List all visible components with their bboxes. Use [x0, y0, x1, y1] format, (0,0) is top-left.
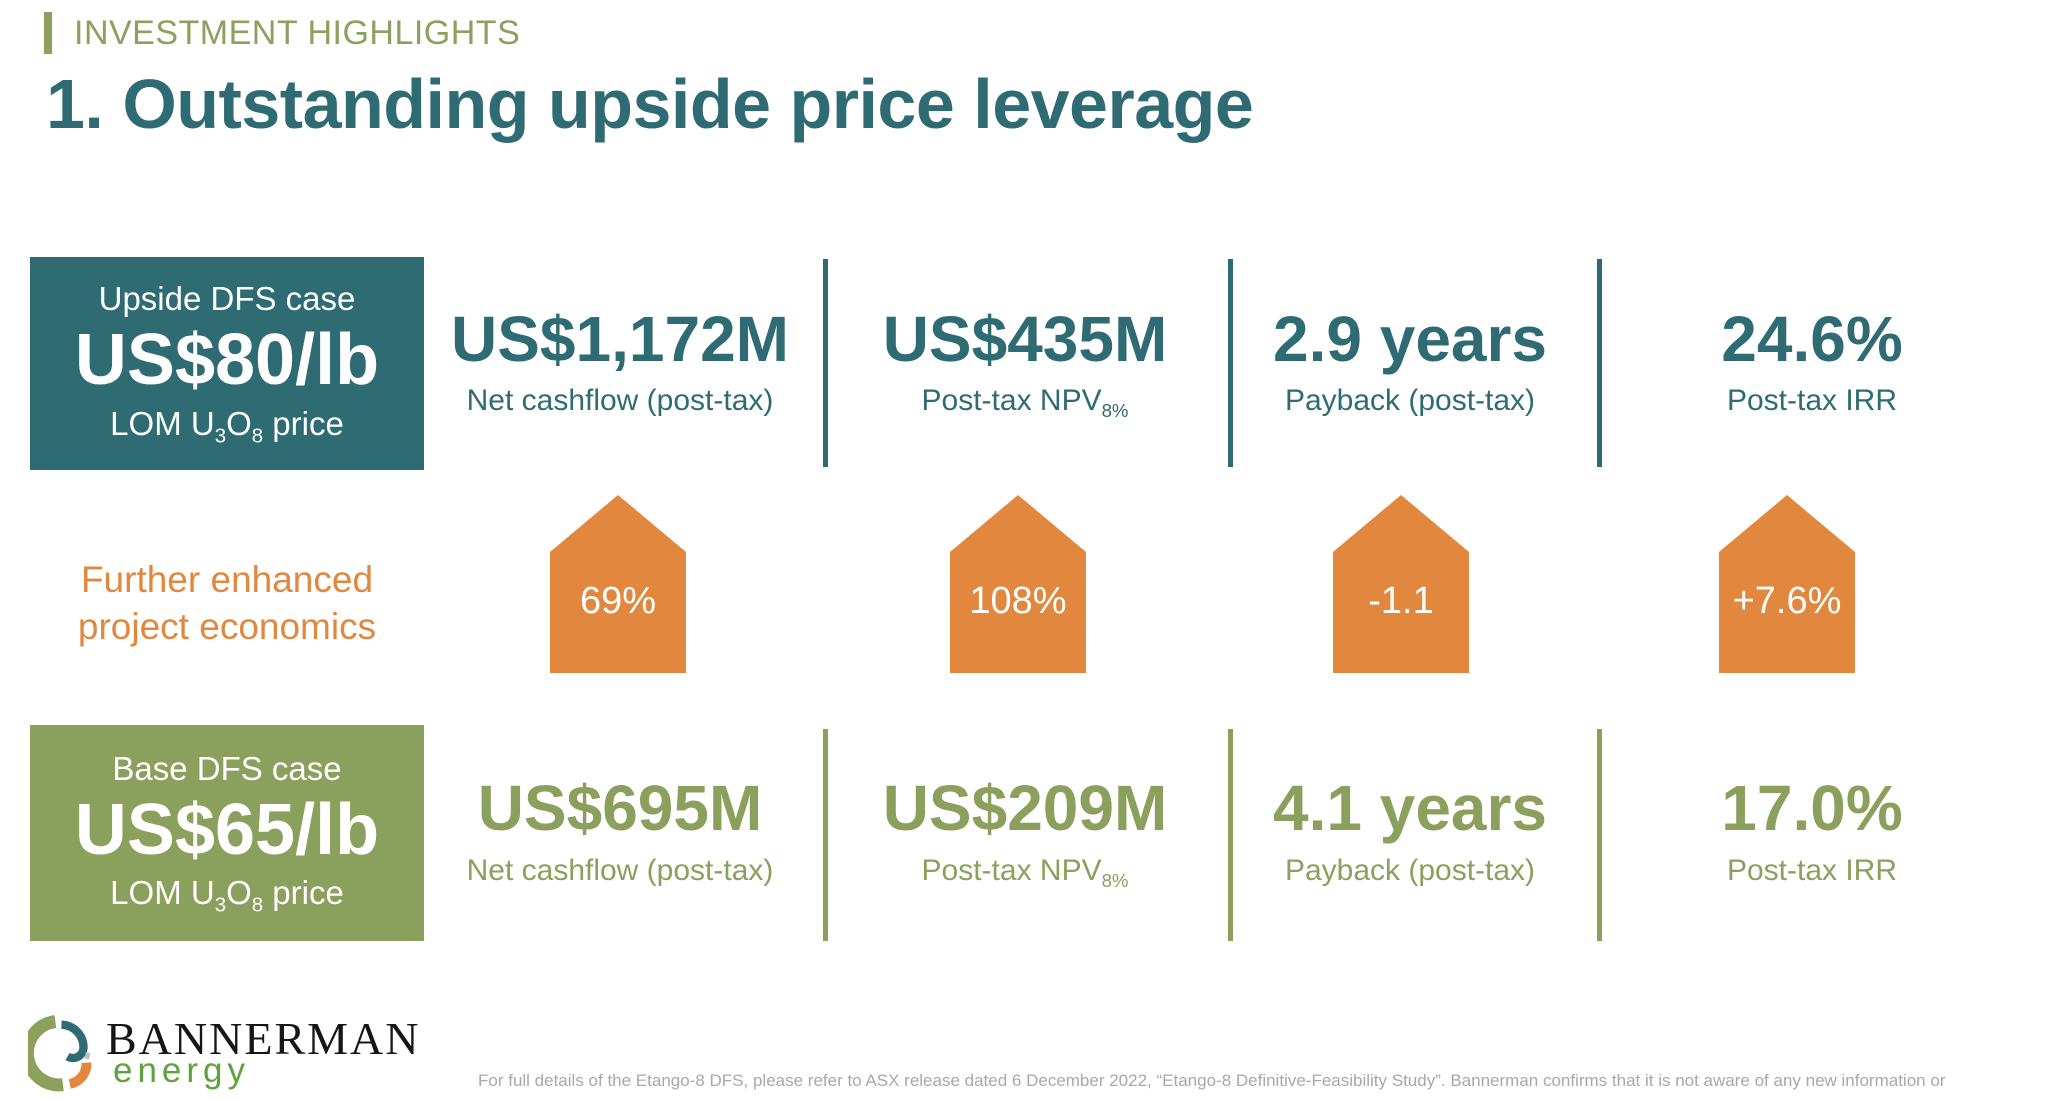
base-metric-net-cashflow: US$695M Net cashflow (post-tax)	[428, 725, 812, 941]
base-case-name: Base DFS case	[112, 749, 342, 787]
up-arrow-icon: 108%	[950, 495, 1086, 673]
upside-case-price: US$80/lb	[74, 320, 380, 401]
upside-metric-npv: US$435M Post-tax NPV8%	[833, 257, 1217, 470]
upside-metric-net-cashflow: US$1,172M Net cashflow (post-tax)	[428, 257, 812, 470]
metric-label: Post-tax IRR	[1726, 384, 1898, 418]
metric-value: 17.0%	[1721, 772, 1903, 845]
upside-case-box: Upside DFS case US$80/lb LOM U3O8 price	[30, 257, 424, 470]
disclaimer-text: For full details of the Etango-8 DFS, pl…	[478, 1026, 2023, 1099]
metric-label: Payback (post-tax)	[1284, 384, 1536, 418]
slide-title: 1. Outstanding upside price leverage	[46, 65, 1254, 143]
metric-value: 2.9 years	[1272, 302, 1548, 375]
brand-sub-name: energy	[113, 1051, 251, 1090]
divider	[1228, 729, 1233, 941]
metric-label: Post-tax NPV8%	[921, 853, 1129, 891]
divider	[1228, 259, 1233, 467]
base-metric-irr: 17.0% Post-tax IRR	[1610, 725, 2014, 941]
upside-case-lom-label: LOM U3O8 price	[110, 404, 344, 448]
base-metric-payback: 4.1 years Payback (post-tax)	[1230, 725, 1590, 941]
base-case-box: Base DFS case US$65/lb LOM U3O8 price	[30, 725, 424, 941]
base-metric-npv: US$209M Post-tax NPV8%	[833, 725, 1217, 941]
metric-value: US$1,172M	[451, 302, 789, 375]
metric-value: US$695M	[477, 772, 763, 845]
metric-label: Net cashflow (post-tax)	[466, 384, 774, 418]
metric-value: 4.1 years	[1272, 772, 1548, 845]
section-kicker: INVESTMENT HIGHLIGHTS	[74, 13, 521, 52]
bannerman-logo-mark	[28, 1015, 92, 1092]
metric-value: US$435M	[882, 302, 1168, 375]
divider	[823, 729, 828, 941]
metric-label: Post-tax IRR	[1726, 853, 1898, 887]
delta-value: 108%	[969, 579, 1067, 622]
divider	[1597, 259, 1602, 467]
disclaimer-line: For full details of the Etango-8 DFS, pl…	[478, 1071, 1946, 1090]
up-arrow-icon: -1.1	[1333, 495, 1469, 673]
section-header: INVESTMENT HIGHLIGHTS	[44, 12, 520, 54]
brand-name: BANNERMAN	[106, 1013, 421, 1064]
upside-case-name: Upside DFS case	[98, 280, 356, 318]
kicker-accent-bar	[44, 12, 52, 54]
metric-value: US$209M	[882, 772, 1168, 845]
base-case-lom-label: LOM U3O8 price	[110, 874, 344, 917]
base-case-price: US$65/lb	[74, 789, 380, 870]
upside-metric-payback: 2.9 years Payback (post-tax)	[1230, 257, 1590, 470]
upside-metrics-row: US$1,172M Net cashflow (post-tax) US$435…	[0, 257, 2048, 470]
metric-label: Payback (post-tax)	[1284, 853, 1536, 887]
delta-row-label: Further enhanced project economics	[77, 559, 377, 648]
divider	[823, 259, 828, 467]
metric-label: Net cashflow (post-tax)	[466, 853, 774, 887]
delta-value: -1.1	[1368, 579, 1434, 622]
base-metrics-row: US$695M Net cashflow (post-tax) US$209M …	[0, 725, 2048, 941]
up-arrow-icon: +7.6%	[1719, 495, 1855, 673]
up-arrow-icon: 69%	[550, 495, 686, 673]
delta-value: 69%	[579, 579, 657, 622]
metric-label: Post-tax NPV8%	[921, 384, 1129, 422]
metric-value: 24.6%	[1721, 302, 1903, 375]
divider	[1597, 729, 1602, 941]
delta-value: +7.6%	[1732, 579, 1842, 622]
upside-metric-irr: 24.6% Post-tax IRR	[1610, 257, 2014, 470]
